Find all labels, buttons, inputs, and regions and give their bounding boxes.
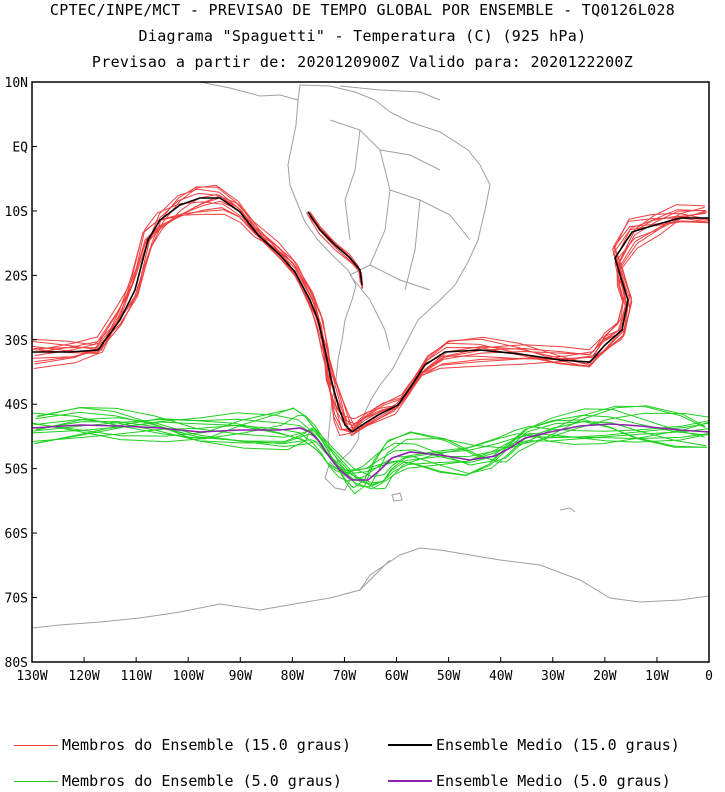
lat-tick-label: 60S (5, 527, 28, 542)
ensemble-mean-15-andes-line (307, 211, 363, 286)
member-15-line (32, 184, 709, 428)
legend-label-members-5: Membros do Ensemble (5.0 graus) (62, 772, 342, 790)
member-5-line (34, 418, 708, 477)
lon-tick-label: 90W (229, 669, 253, 684)
ensemble-mean-5-line (32, 423, 709, 481)
tierra-del-fuego (324, 461, 351, 491)
member-5-line (34, 421, 708, 476)
legend-swatch-members-5 (14, 780, 58, 782)
coastlines (32, 82, 709, 629)
central-america-coast (199, 82, 299, 101)
south-georgia (559, 507, 576, 513)
lon-tick-label: 110W (120, 669, 151, 684)
legend-mean-15: Ensemble Medio (15.0 graus) (388, 736, 680, 754)
lon-tick-label: 30W (541, 669, 565, 684)
member-15-line (34, 206, 705, 431)
legend-label-mean-15: Ensemble Medio (15.0 graus) (436, 736, 680, 754)
lon-tick-label: 50W (437, 669, 461, 684)
legend-members-5: Membros do Ensemble (5.0 graus) (14, 772, 342, 790)
lon-tick-label: 100W (173, 669, 204, 684)
member-5-line (35, 421, 709, 486)
lat-tick-label: 50S (5, 463, 28, 478)
plot-frame (31, 81, 710, 663)
legend-swatch-mean-15 (388, 744, 432, 746)
chart-title: CPTEC/INPE/MCT - PREVISAO DE TEMPO GLOBA… (49, 1, 676, 19)
member-5-line (32, 414, 708, 472)
forecast-dates: Previsao a partir de: 2020120900Z Valido… (91, 53, 634, 71)
lat-tick-label: 70S (5, 592, 28, 607)
south-america-coast (287, 84, 491, 463)
lat-tick-label: EQ (12, 140, 28, 155)
legend-label-members-15: Membros do Ensemble (15.0 graus) (62, 736, 351, 754)
lat-tick-label: 30S (5, 334, 28, 349)
lat-tick-label: 40S (5, 398, 28, 413)
member-15-line (32, 201, 708, 433)
member-15-line (33, 210, 706, 436)
member-5-line (32, 420, 706, 482)
member-15-line (35, 197, 707, 425)
member-15-andes-line (306, 212, 363, 286)
lon-tick-label: 40W (489, 669, 513, 684)
caribbean-coast (339, 85, 441, 101)
legend-members-15: Membros do Ensemble (15.0 graus) (14, 736, 351, 754)
member-5-line (32, 412, 709, 488)
member-15-line (32, 186, 709, 433)
member-15-line (33, 193, 709, 431)
lon-tick-label: 0 (705, 669, 713, 684)
antarctica-coast (32, 547, 709, 629)
member-5-line (37, 407, 709, 490)
member-5-line (32, 405, 706, 489)
longitude-axis: 130W 120W 110W 100W 90W 80W 70W 60W 50W 40W 30W 20W… (16, 657, 713, 684)
lat-tick-label: 10S (5, 205, 28, 220)
member-15-line (32, 192, 709, 437)
member-15-line (34, 207, 706, 432)
lat-tick-label: 80S (5, 656, 28, 671)
member-15-line (32, 188, 709, 436)
lon-tick-label: 60W (385, 669, 409, 684)
legend-swatch-members-15 (14, 744, 58, 746)
lat-tick-label: 20S (5, 269, 28, 284)
lon-tick-label: 20W (593, 669, 617, 684)
lon-tick-label: 70W (333, 669, 357, 684)
member-15-andes-line (308, 211, 363, 286)
ensemble-mean-15-line (32, 197, 709, 434)
antarctic-peninsula (359, 559, 391, 591)
member-15-line (34, 200, 706, 426)
member-15-line (36, 195, 706, 420)
lat-tick-label: 10N (5, 76, 28, 91)
lon-tick-label: 80W (281, 669, 305, 684)
legend-mean-5: Ensemble Medio (5.0 graus) (388, 772, 671, 790)
legend-swatch-mean-5 (388, 780, 432, 782)
latitude-axis: 10N EQ 10S 20S 30S 40S 50S 60S 70S 80S (5, 76, 37, 671)
lon-tick-label: 130W (16, 669, 47, 684)
member-5-line (34, 418, 709, 490)
legend-label-mean-5: Ensemble Medio (5.0 graus) (436, 772, 671, 790)
chart-subtitle: Diagrama "Spaguetti" - Temperatura (C) (… (138, 27, 587, 45)
members-15-group (32, 184, 709, 437)
lon-tick-label: 10W (645, 669, 669, 684)
lon-tick-label: 120W (68, 669, 99, 684)
country-borders (329, 119, 471, 351)
falklands (391, 492, 403, 502)
member-5-line (32, 408, 705, 474)
